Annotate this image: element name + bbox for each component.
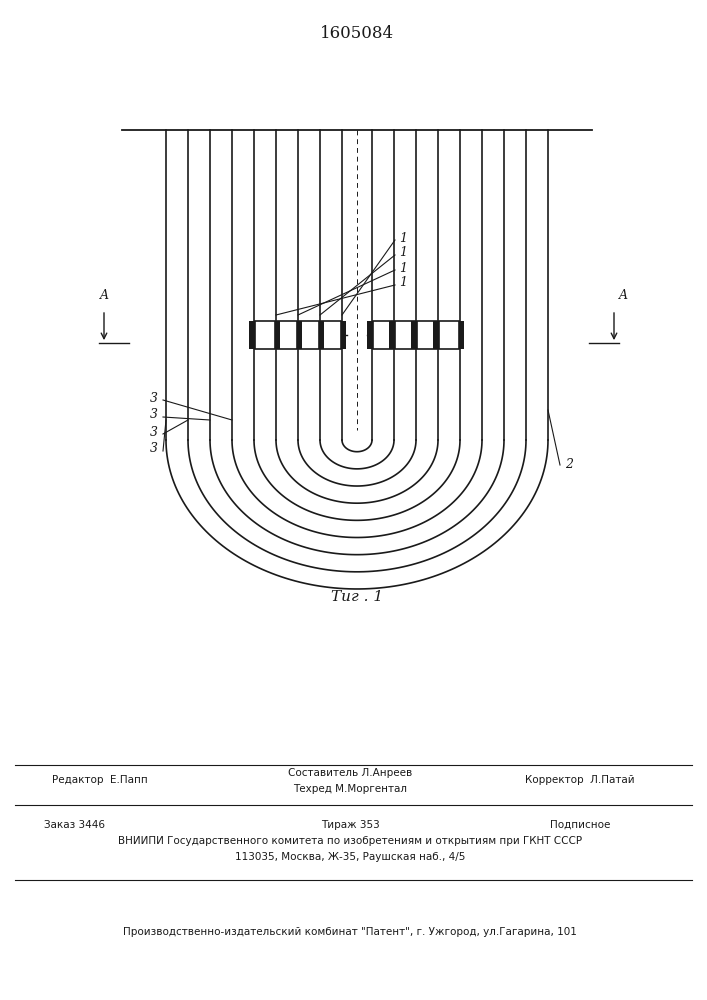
Text: Заказ 3446: Заказ 3446 bbox=[45, 820, 105, 830]
Text: Техред М.Моргентал: Техред М.Моргентал bbox=[293, 784, 407, 794]
Text: 113035, Москва, Ж-35, Раушская наб., 4/5: 113035, Москва, Ж-35, Раушская наб., 4/5 bbox=[235, 852, 465, 861]
Bar bbox=[368, 321, 373, 349]
Bar bbox=[341, 321, 346, 349]
Bar bbox=[293, 321, 299, 349]
Bar bbox=[250, 321, 255, 349]
Bar bbox=[319, 321, 325, 349]
Text: 2: 2 bbox=[565, 458, 573, 472]
Text: ВНИИПИ Государственного комитета по изобретениям и открытиям при ГКНТ СССР: ВНИИПИ Государственного комитета по изоб… bbox=[118, 836, 582, 846]
Bar bbox=[395, 321, 415, 349]
Text: 3: 3 bbox=[150, 442, 158, 456]
Text: Производственно-издательский комбинат "Патент", г. Ужгород, ул.Гагарина, 101: Производственно-издательский комбинат "П… bbox=[123, 927, 577, 937]
Bar bbox=[315, 321, 321, 349]
Text: 1: 1 bbox=[399, 232, 407, 244]
Bar bbox=[271, 321, 277, 349]
Bar bbox=[433, 321, 439, 349]
Bar bbox=[299, 321, 319, 349]
Bar bbox=[255, 321, 275, 349]
Text: Корректор  Л.Патай: Корректор Л.Патай bbox=[525, 775, 635, 785]
Text: Τиг . 1: Τиг . 1 bbox=[331, 590, 383, 604]
Bar bbox=[417, 321, 437, 349]
Bar bbox=[297, 321, 303, 349]
Bar bbox=[277, 321, 297, 349]
Text: 1: 1 bbox=[399, 246, 407, 259]
Bar bbox=[415, 321, 421, 349]
Text: 3: 3 bbox=[150, 426, 158, 438]
Text: Редактор  Е.Папп: Редактор Е.Папп bbox=[52, 775, 148, 785]
Text: Тираж 353: Тираж 353 bbox=[321, 820, 380, 830]
Text: 1605084: 1605084 bbox=[320, 25, 394, 42]
Text: 1: 1 bbox=[399, 261, 407, 274]
Bar bbox=[459, 321, 464, 349]
Text: 1: 1 bbox=[399, 276, 407, 290]
Bar bbox=[373, 321, 393, 349]
Text: 3: 3 bbox=[150, 391, 158, 404]
Bar bbox=[393, 321, 399, 349]
Bar bbox=[275, 321, 281, 349]
Text: A: A bbox=[619, 289, 628, 302]
Text: A: A bbox=[100, 289, 108, 302]
Bar bbox=[439, 321, 459, 349]
Bar bbox=[437, 321, 443, 349]
Bar bbox=[321, 321, 341, 349]
Text: Составитель Л.Анреев: Составитель Л.Анреев bbox=[288, 768, 412, 778]
Text: Подписное: Подписное bbox=[550, 820, 610, 830]
Bar bbox=[390, 321, 395, 349]
Text: 3: 3 bbox=[150, 408, 158, 422]
Bar bbox=[411, 321, 417, 349]
